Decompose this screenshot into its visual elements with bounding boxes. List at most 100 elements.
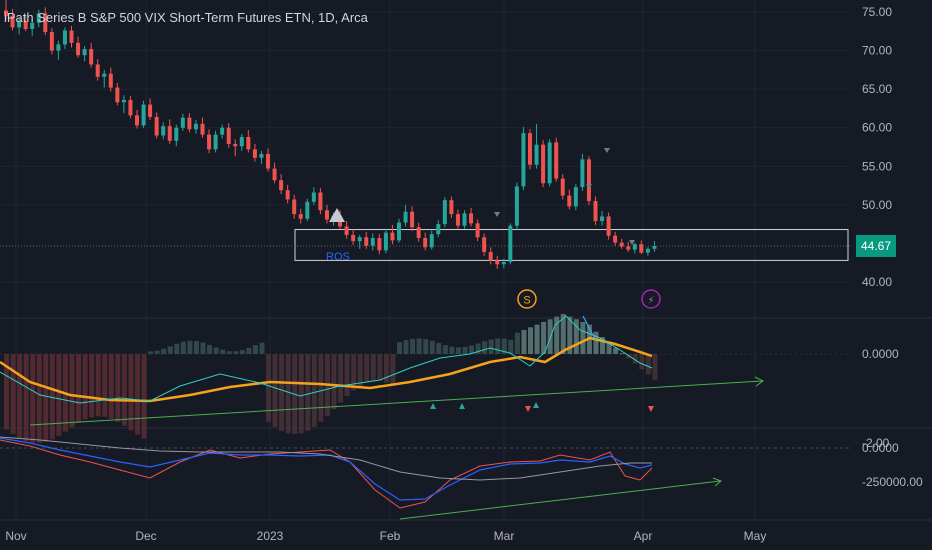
x-tick-label: Mar [494,529,515,543]
trend-line [399,480,721,520]
candle-body [233,143,238,147]
histogram-bar [442,345,448,354]
current-price-tag [856,234,896,257]
histogram-bar [69,354,75,428]
candle-body [239,136,244,147]
candle-body [266,153,270,169]
candle-body [397,222,401,241]
histogram-bar [279,354,285,431]
candle-body [482,237,487,252]
histogram-bar [573,319,579,354]
histogram-bar [36,354,42,443]
candle-body [292,199,297,215]
histogram-bar [200,342,206,354]
signal-down-marker [525,406,531,412]
histogram-bar [239,350,245,354]
candle-body [200,123,205,135]
histogram-bar [397,342,402,354]
event-badge-s [517,289,537,309]
histogram-bar [475,343,481,354]
histogram-bar [207,344,213,354]
flow-indicator-pane [0,436,850,520]
histogram-bar [508,339,514,354]
histogram-bar [10,354,16,435]
candle-body [102,73,107,77]
flow-baseline [0,436,652,481]
histogram-bar [429,340,435,354]
candle-body [207,134,212,150]
histogram-bar [364,354,370,383]
candle-body [541,144,546,184]
histogram-bar [652,354,658,380]
candle-body [547,142,552,184]
candle-body [148,104,153,117]
x-tick-label: May [744,529,767,543]
y-tick-label: 55.00 [862,159,892,173]
candle-body [167,126,172,141]
candle-body [187,117,192,130]
candle-body [180,117,185,128]
candle-body [567,195,572,207]
candle-body [30,22,35,29]
candle-body [76,42,81,56]
histogram-bar [495,338,501,354]
histogram-bar [285,354,291,434]
histogram-bar [410,338,416,354]
candle-body [528,133,532,165]
histogram-bar [298,354,304,434]
histogram-bar [469,345,475,354]
histogram-bar [187,340,193,354]
histogram-bar [331,354,337,410]
candle-body [259,153,264,158]
candle-body [521,133,526,187]
y-tick-label: 50.00 [862,198,892,212]
candle-body [639,244,644,253]
histogram-bar [455,347,461,354]
histogram-bar [220,349,226,354]
histogram-bar [115,354,121,422]
candle-body [285,190,290,200]
signal-up-marker [430,403,436,409]
histogram-bar [154,350,160,354]
event-badge-s-label: S [523,295,530,307]
signal-up-marker [533,402,539,408]
candle-body [89,49,94,65]
candle-body [410,211,415,228]
histogram-bar [560,313,566,354]
candle-body [377,238,382,251]
oscillator-trend-line [582,315,597,342]
candle-body [488,251,493,261]
candle-body [43,13,48,33]
candle-body [449,200,454,215]
candle-body [455,214,460,226]
histogram-bar [259,342,265,354]
oscillator-pane [0,313,850,443]
event-badge-lightning-label: ⚡ [647,296,654,307]
histogram-bar [482,341,488,354]
histogram-bar [370,354,376,381]
price-range-box [0,229,850,261]
histogram-bar [580,321,586,354]
y-tick-label: 0.0000 [862,441,899,455]
histogram-bar [383,354,389,383]
histogram-bar [514,332,520,354]
histogram-bar [108,354,114,419]
trend-line [29,380,763,426]
histogram-bar [233,351,239,354]
histogram-bar [121,354,127,426]
histogram-bar [76,354,82,423]
histogram-bar [128,354,134,431]
flow-line-fast [0,439,653,509]
y-tick-label: 70.00 [862,44,892,58]
candle-body [305,201,310,219]
histogram-bar [449,346,455,354]
histogram-bar [4,354,9,430]
histogram-bar [49,354,55,440]
candle-body [272,168,277,181]
histogram-bar [23,354,29,441]
candle-body [606,216,611,236]
buy-triangle-marker [329,208,345,222]
candle-body [115,87,120,103]
histogram-bar [436,342,442,354]
